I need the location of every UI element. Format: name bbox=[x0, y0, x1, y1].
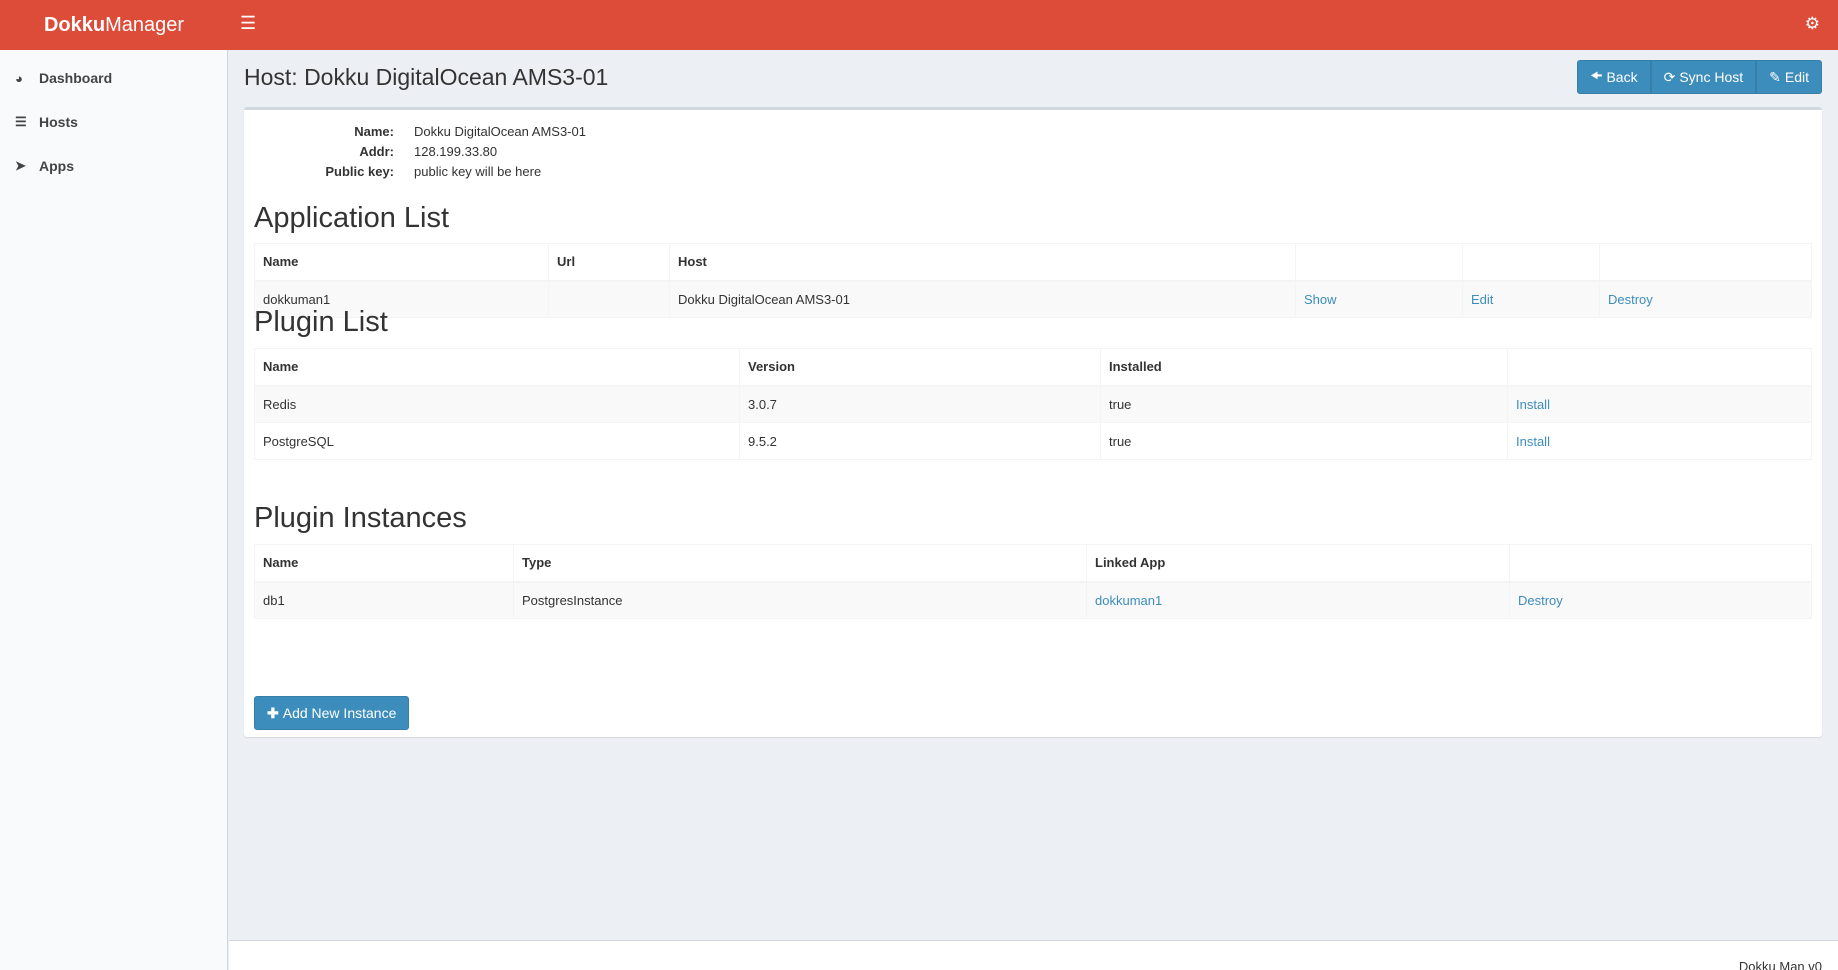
column-header bbox=[1509, 544, 1812, 583]
info-value: 128.199.33.80 bbox=[414, 144, 498, 159]
column-header: Name bbox=[254, 243, 549, 282]
rocket-icon: ➤ bbox=[15, 158, 26, 173]
column-header bbox=[1295, 243, 1463, 282]
instance-type: PostgresInstance bbox=[513, 581, 1087, 619]
page-title: Host: Dokku DigitalOcean AMS3-01 bbox=[244, 64, 609, 90]
info-value: public key will be here bbox=[414, 164, 542, 179]
plugin-name: Redis bbox=[254, 385, 740, 423]
column-header: Name bbox=[254, 544, 514, 583]
sidebar: ◕ Dashboard ☰ Hosts ➤ Apps bbox=[0, 50, 228, 970]
destroy-link[interactable]: Destroy bbox=[1608, 291, 1653, 307]
action-buttons: 🠜 Back ⟳ Sync Host ✎ Edit bbox=[1577, 60, 1822, 94]
app-url bbox=[548, 280, 670, 318]
plugin-installed: true bbox=[1100, 422, 1508, 460]
instance-name: db1 bbox=[254, 581, 514, 619]
plugin-table: Name Version Installed Redis 3.0.7 true … bbox=[254, 348, 1812, 460]
back-button[interactable]: 🠜 Back bbox=[1577, 60, 1651, 94]
plugin-name: PostgreSQL bbox=[254, 422, 740, 460]
sidebar-item-hosts[interactable]: ☰ Hosts bbox=[15, 114, 78, 130]
host-details-box: Name: Dokku DigitalOcean AMS3-01 Addr: 128… bbox=[244, 107, 1822, 737]
sidebar-item-apps[interactable]: ➤ Apps bbox=[15, 158, 74, 174]
column-header: Version bbox=[739, 348, 1101, 387]
column-header bbox=[1462, 243, 1600, 282]
plugin-instances-heading: Plugin Instances bbox=[254, 502, 467, 534]
logo[interactable]: DokkuManager bbox=[43, 14, 185, 36]
pencil-icon: ✎ bbox=[1769, 68, 1781, 85]
menu-toggle-icon[interactable]: ☰ bbox=[240, 13, 257, 33]
column-header: Installed bbox=[1100, 348, 1508, 387]
plugin-version: 3.0.7 bbox=[739, 385, 1101, 423]
edit-link[interactable]: Edit bbox=[1471, 291, 1494, 307]
footer: Dokku Man v0 bbox=[229, 940, 1838, 970]
column-header: Name bbox=[254, 348, 740, 387]
install-link[interactable]: Install bbox=[1516, 433, 1550, 449]
column-header: Type bbox=[513, 544, 1087, 583]
linked-app-link[interactable]: dokkuman1 bbox=[1095, 592, 1163, 608]
gear-icon[interactable]: ⚙ bbox=[1804, 14, 1820, 33]
host-info: Name: Dokku DigitalOcean AMS3-01 Addr: 128… bbox=[254, 122, 586, 182]
info-label: Name: bbox=[354, 124, 394, 139]
install-link[interactable]: Install bbox=[1516, 396, 1550, 412]
column-header: Linked App bbox=[1086, 544, 1510, 583]
arrow-left-icon: 🠜 bbox=[1590, 67, 1603, 83]
server-icon: ☰ bbox=[15, 114, 27, 129]
show-link[interactable]: Show bbox=[1304, 291, 1337, 307]
instances-table: Name Type Linked App db1 PostgresInstanc… bbox=[254, 544, 1812, 619]
table-row: PostgreSQL 9.5.2 true Install bbox=[254, 422, 1812, 460]
top-header: DokkuManager ☰ ⚙ bbox=[0, 0, 1838, 50]
app-name: dokkuman1 bbox=[254, 280, 549, 318]
info-label: Addr: bbox=[359, 144, 394, 159]
application-table: Name Url Host dokkuman1 Dokku DigitalOce… bbox=[254, 243, 1812, 318]
plus-icon: ✚ bbox=[267, 704, 279, 721]
plugin-installed: true bbox=[1100, 385, 1508, 423]
plugin-version: 9.5.2 bbox=[739, 422, 1101, 460]
footer-text: Dokku Man v0 bbox=[1738, 959, 1822, 970]
info-value: Dokku DigitalOcean AMS3-01 bbox=[414, 124, 586, 139]
column-header: Host bbox=[669, 243, 1296, 282]
add-new-instance-button[interactable]: ✚ Add New Instance bbox=[254, 696, 410, 730]
app-host: Dokku DigitalOcean AMS3-01 bbox=[669, 280, 1296, 318]
refresh-icon: ⟳ bbox=[1663, 68, 1676, 85]
application-list-heading: Application List bbox=[254, 202, 450, 234]
table-row: Redis 3.0.7 true Install bbox=[254, 385, 1812, 423]
table-row: dokkuman1 Dokku DigitalOcean AMS3-01 Sho… bbox=[254, 280, 1812, 318]
column-header bbox=[1507, 348, 1812, 387]
column-header: Url bbox=[548, 243, 670, 282]
destroy-link[interactable]: Destroy bbox=[1518, 592, 1563, 608]
info-label: Public key: bbox=[325, 164, 394, 179]
column-header bbox=[1599, 243, 1812, 282]
sync-host-button[interactable]: ⟳ Sync Host bbox=[1650, 60, 1757, 94]
sidebar-item-dashboard[interactable]: ◕ Dashboard bbox=[15, 70, 113, 86]
plugin-list-heading: Plugin List bbox=[254, 306, 388, 338]
dashboard-icon: ◕ bbox=[15, 70, 23, 86]
edit-button[interactable]: ✎ Edit bbox=[1756, 60, 1822, 94]
table-row: db1 PostgresInstance dokkuman1 Destroy bbox=[254, 581, 1812, 619]
